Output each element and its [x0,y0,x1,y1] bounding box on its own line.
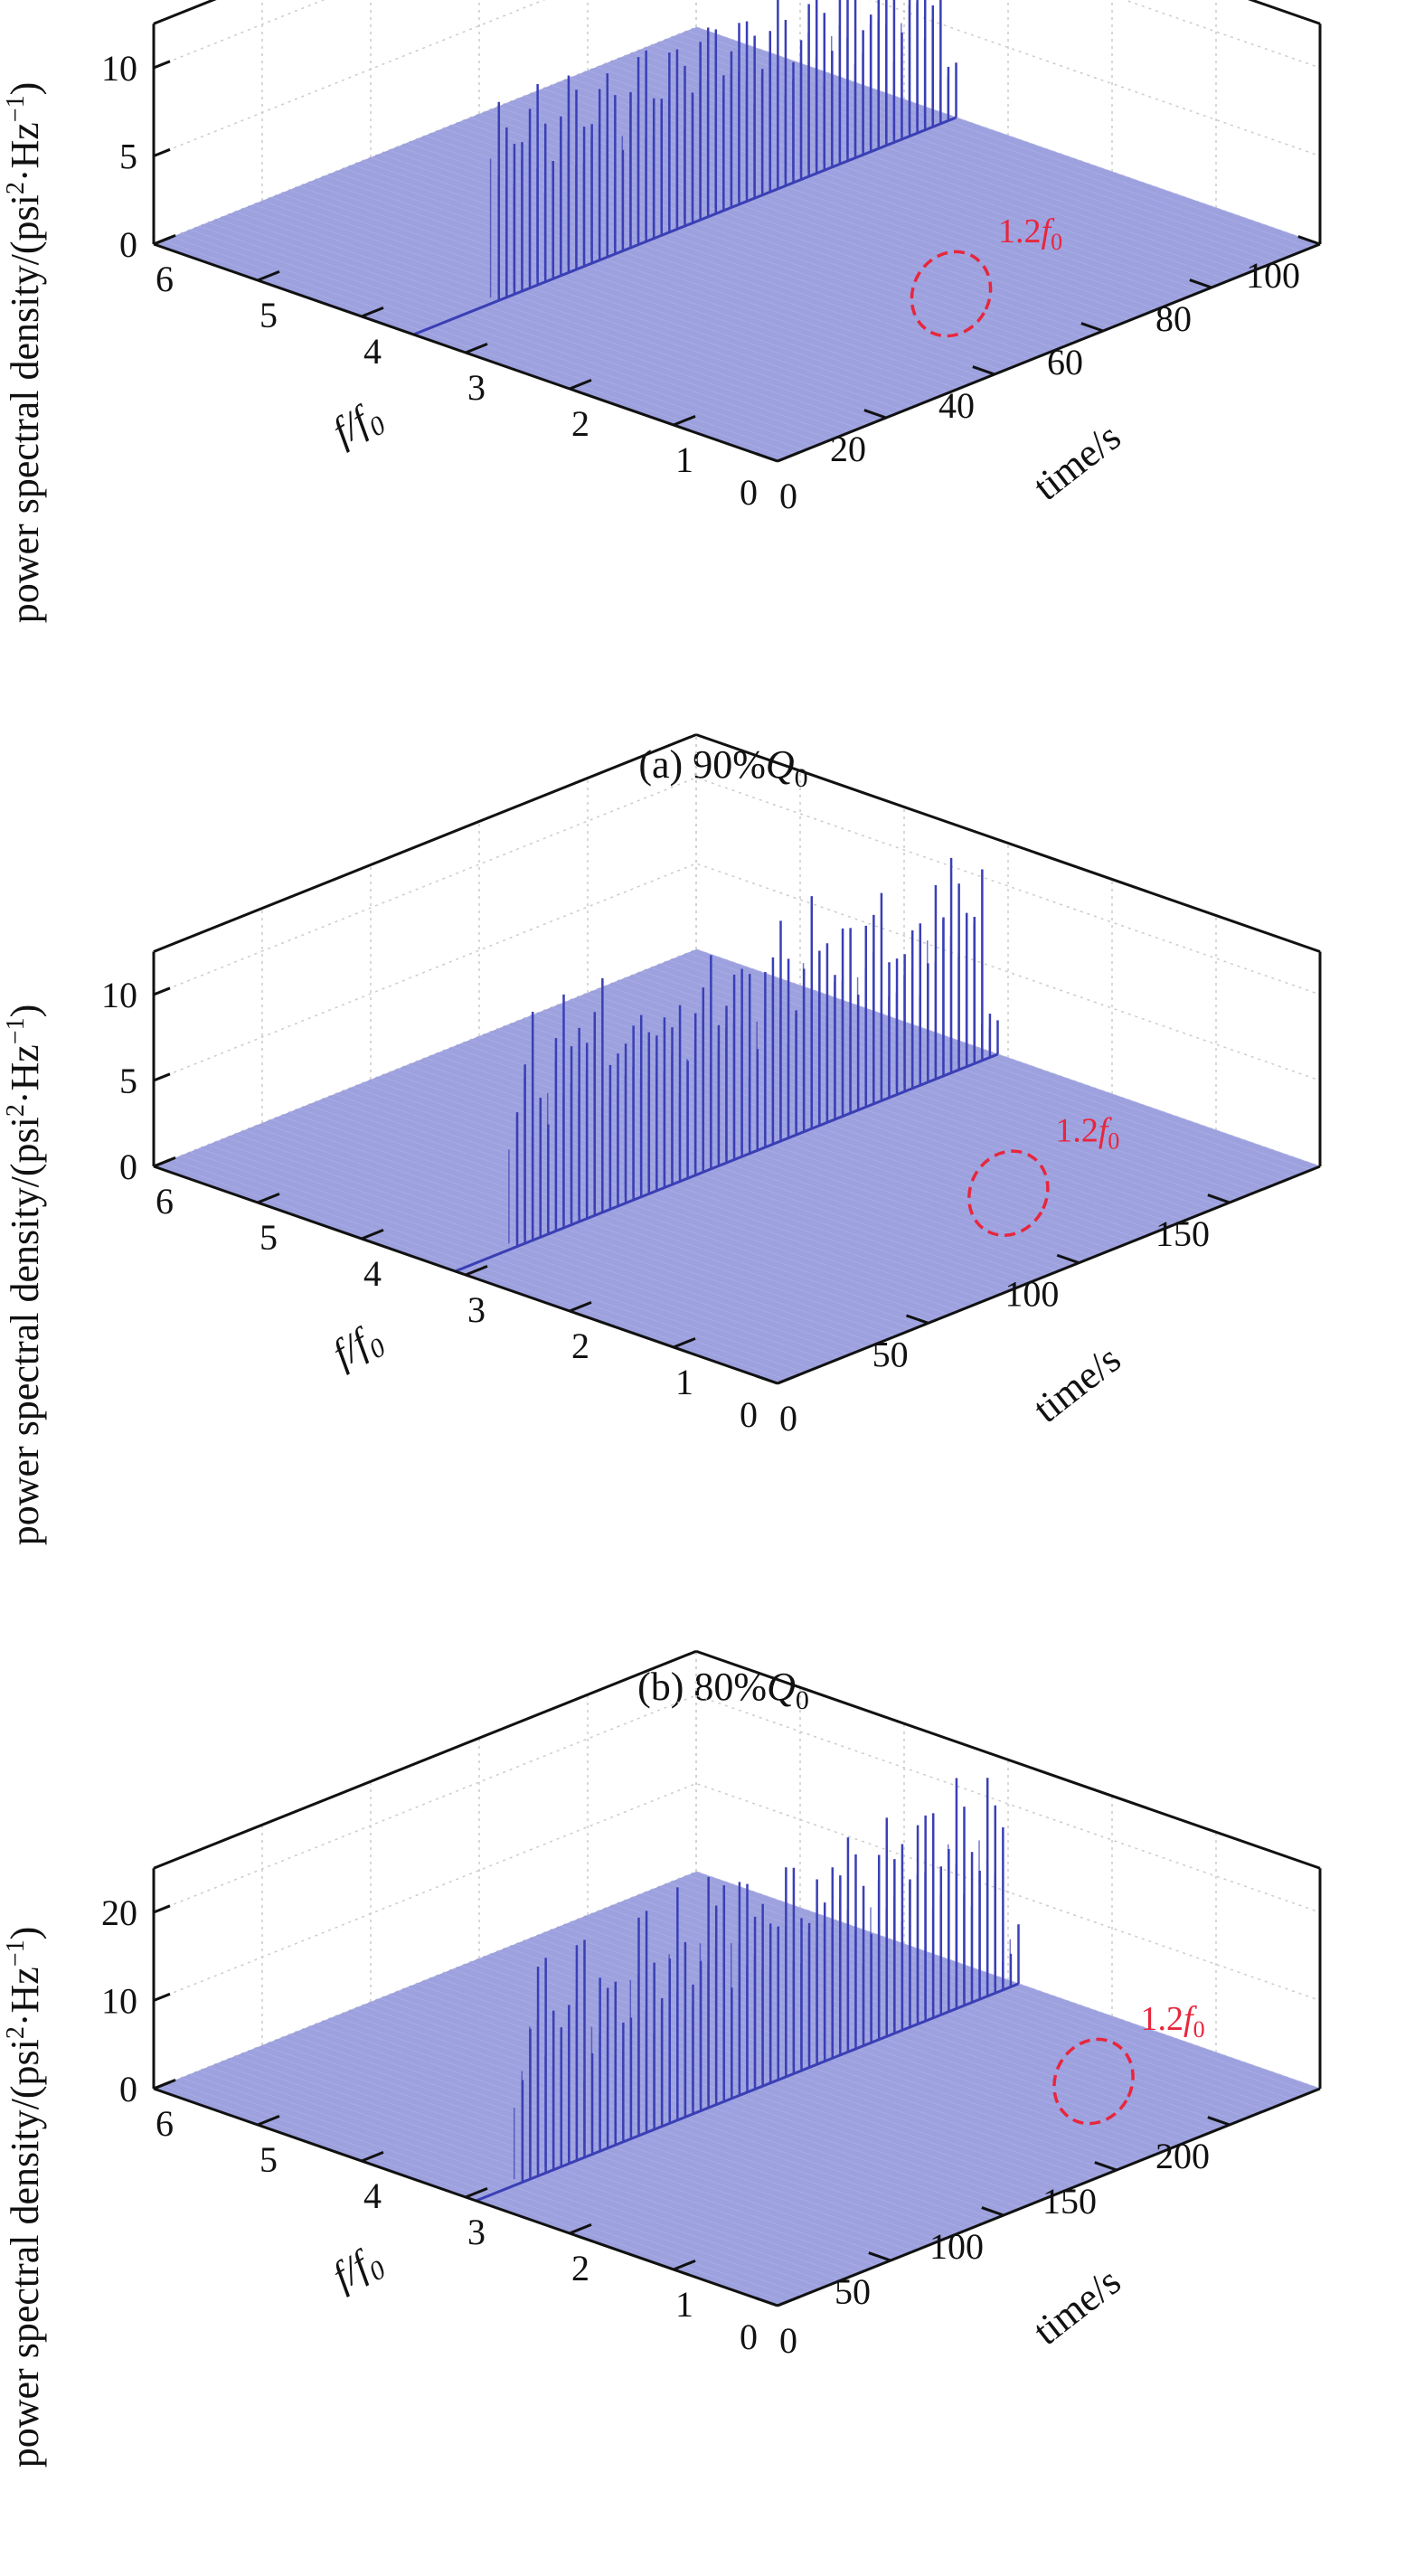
time-tick-label: 40 [938,385,975,426]
f-tick-label: 1 [675,2284,693,2325]
psd-tick-label: 0 [119,224,137,265]
panel-caption: (b) 80%Q0 [637,1665,809,1715]
f-tick-label: 2 [571,1326,589,1366]
time-tick-label: 150 [1155,1213,1210,1254]
f-tick-label: 3 [467,367,486,408]
time-tick-label: 0 [740,1394,758,1435]
ridge-peaks [412,0,957,336]
time-tick-label: 100 [1246,255,1300,296]
ridge-peaks [475,1778,1020,2203]
annotation-label: 1.2f0 [1055,1112,1119,1155]
psd-tick-label: 10 [101,1981,137,2022]
f-axis-label: f/f0 [325,1315,391,1382]
grid [153,0,1321,245]
time-tick-label: 0 [740,2317,758,2357]
psd-tick-label: 10 [101,48,137,89]
psd-axis-label: power spectral density/(psi2·Hz−1) [2,1927,47,2468]
f-tick-label: 1 [675,1362,693,1402]
f-tick-label: 6 [156,1181,174,1222]
f-axis-ticks: 0 1 2 3 4 5 6 [153,234,800,516]
panel-b: 0 1 2 3 4 5 6 f/f0 0 50 100 150 time/s 0 5 10 power spec… [2,733,1322,1715]
annotation-circle [967,1149,1050,1237]
annotation-label: 1.2f0 [1141,2000,1205,2043]
psd-tick-label: 5 [119,137,137,177]
time-axis-ticks: 0 50 100 150 200 [740,2116,1231,2357]
time-tick-label: 80 [1155,298,1192,339]
f-tick-label: 4 [363,331,382,372]
time-tick-label: 100 [929,2226,984,2267]
panel-caption: (a) 90%Q0 [638,742,807,793]
f-tick-label: 4 [363,1253,382,1294]
f-tick-label: 0 [779,476,797,516]
time-tick-label: 0 [740,472,758,513]
time-axis-label: time/s [1025,1336,1129,1431]
psd-axis-ticks: 0 5 10 [101,48,171,265]
f-tick-label: 1 [675,439,693,480]
f-tick-label: 6 [156,259,174,299]
psd-axis-label: power spectral density/(psi2·Hz−1) [2,1005,47,1546]
f-axis-label: f/f0 [325,392,391,459]
time-axis-ticks: 0 20 40 60 80 100 [740,235,1321,513]
f-axis-ticks: 0 1 2 3 4 5 6 [153,2079,800,2361]
f-tick-label: 5 [259,1217,278,1258]
time-axis-label: time/s [1025,414,1129,509]
f-tick-label: 4 [363,2175,382,2216]
f-tick-label: 3 [467,1289,486,1330]
f-tick-label: 3 [467,2212,486,2252]
psd-tick-label: 5 [119,1061,137,1101]
psd-axis-label: power spectral density/(psi2·Hz−1) [2,82,47,624]
panel-a: 0 1 2 3 4 5 6 f/f0 0 20 40 60 80 100 time/s 0 5 10 power s… [2,0,1322,793]
psd-tick-label: 0 [119,2069,137,2109]
time-tick-label: 60 [1047,342,1083,382]
time-tick-label: 20 [830,429,866,469]
time-tick-label: 50 [872,1334,909,1374]
psd-axis-ticks: 0 10 20 [101,1892,171,2109]
time-tick-label: 100 [1004,1274,1059,1315]
surface-mesh [153,26,1321,462]
psd-tick-label: 10 [101,975,137,1015]
f-tick-label: 2 [571,2248,589,2288]
f-tick-label: 5 [259,2139,278,2180]
psd-tick-label: 0 [119,1146,137,1187]
psd-tick-label: 20 [101,1892,137,1933]
f-tick-label: 0 [779,1398,797,1439]
f-tick-label: 2 [571,403,589,444]
time-tick-label: 150 [1042,2181,1097,2222]
time-axis-label: time/s [1025,2259,1129,2354]
f-axis-label: f/f0 [325,2237,391,2304]
f-tick-label: 6 [156,2103,174,2144]
time-axis-ticks: 0 50 100 150 [740,1194,1231,1435]
time-tick-label: 50 [835,2271,871,2312]
annotation-label: 1.2f0 [998,212,1062,255]
f-tick-label: 0 [779,2320,797,2361]
ridge-peaks [454,857,999,1273]
annotation-circle [910,250,993,338]
time-tick-label: 200 [1155,2136,1210,2176]
psd-axis-ticks: 0 5 10 [101,975,171,1187]
panel-c: 0 1 2 3 4 5 6 f/f0 0 50 100 150 200 time/s 0 10 20 power … [2,1649,1322,2468]
f-tick-label: 5 [259,295,278,335]
annotation-circle [1052,2037,1135,2126]
